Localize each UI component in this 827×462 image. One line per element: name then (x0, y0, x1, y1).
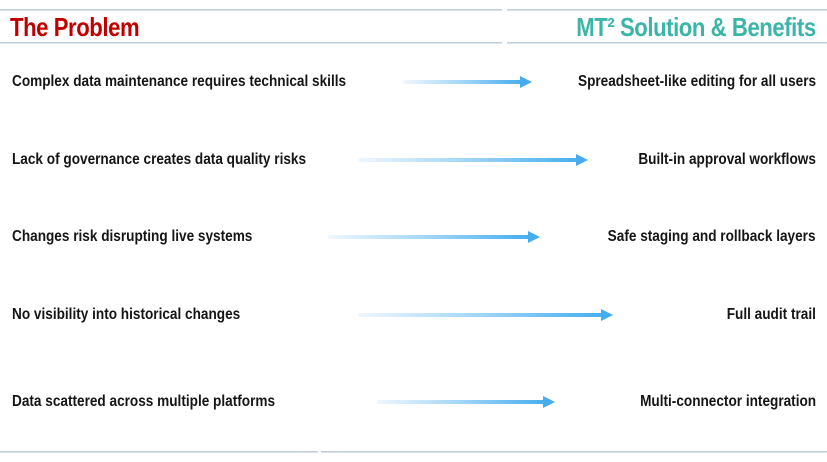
mapping-row: Changes risk disrupting live systems Saf… (0, 225, 827, 249)
flow-arrow-icon (358, 308, 613, 322)
problem-text: Lack of governance creates data quality … (12, 151, 307, 168)
solution-text: Built-in approval workflows (638, 151, 816, 168)
mapping-row: Data scattered across multiple platforms… (0, 390, 827, 414)
footer-rule-right (321, 451, 827, 453)
header-top-rule-right (507, 9, 827, 11)
flow-arrow-icon (358, 153, 588, 167)
header-bottom-rule-left (0, 42, 502, 44)
flow-arrow-icon (403, 75, 532, 89)
mapping-row: Complex data maintenance requires techni… (0, 70, 827, 94)
solution-text: Full audit trail (726, 306, 816, 323)
flow-arrow-icon (377, 395, 555, 409)
flow-arrow-icon (328, 230, 540, 244)
problem-text: No visibility into historical changes (12, 306, 241, 323)
mapping-row: Lack of governance creates data quality … (0, 148, 827, 172)
mapping-row: No visibility into historical changes Fu… (0, 303, 827, 327)
problem-column-title: The Problem (10, 12, 140, 42)
problem-text: Data scattered across multiple platforms (12, 393, 276, 410)
footer-rule-left (0, 451, 318, 453)
problem-text: Changes risk disrupting live systems (12, 228, 253, 245)
solution-column-title: MT² Solution & Benefits (576, 12, 817, 42)
solution-text: Safe staging and rollback layers (608, 228, 816, 245)
problem-text: Complex data maintenance requires techni… (12, 73, 347, 90)
header-top-rule-left (0, 9, 502, 11)
solution-text: Spreadsheet-like editing for all users (577, 73, 816, 90)
solution-text: Multi-connector integration (639, 393, 816, 410)
header-bottom-rule-right (507, 42, 827, 44)
